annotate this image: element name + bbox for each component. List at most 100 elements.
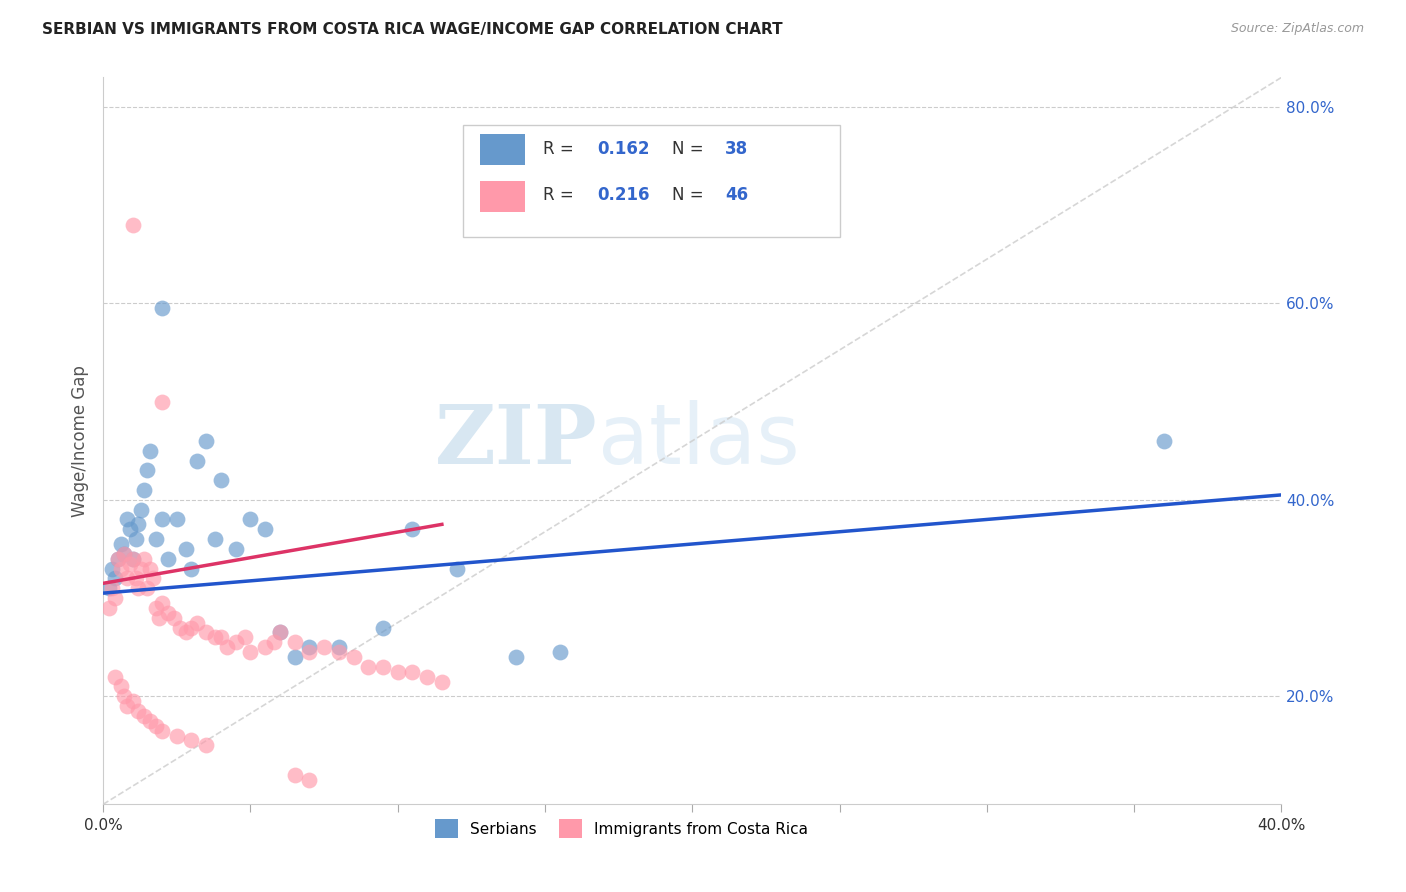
FancyBboxPatch shape [463,125,839,237]
Point [98,581,121,595]
Point [225,541,247,556]
Point [150,723,173,738]
Point [225,635,247,649]
Point [139,561,162,575]
Point [239,512,262,526]
Point [107,551,129,566]
Text: N =: N = [672,186,709,204]
Point [387,665,409,679]
Point [110,561,132,575]
Point [186,615,208,630]
Point [145,719,167,733]
Point [284,768,307,782]
Point [548,645,571,659]
Point [204,630,226,644]
Point [136,581,159,595]
Point [166,729,188,743]
Point [174,625,197,640]
Point [118,557,141,571]
Point [148,610,170,624]
Point [156,551,179,566]
Point [298,772,321,787]
Point [131,561,153,575]
Point [180,620,202,634]
Point [371,660,394,674]
Point [104,571,127,585]
Bar [481,134,524,165]
Point [298,640,321,655]
Point [150,596,173,610]
Point [124,571,146,585]
Text: R =: R = [543,140,579,158]
Point [169,620,191,634]
Point [131,502,153,516]
Point [269,625,291,640]
Text: R =: R = [543,186,579,204]
Point [233,630,256,644]
Point [145,532,167,546]
Point [239,645,262,659]
Point [186,453,208,467]
Point [107,551,129,566]
Point [110,680,132,694]
Point [401,522,423,536]
Point [121,551,143,566]
Point [166,512,188,526]
Point [269,625,291,640]
Point [121,694,143,708]
Point [101,561,124,575]
Point [98,600,121,615]
Point [136,463,159,477]
Point [298,645,321,659]
Point [139,443,162,458]
Point [1153,434,1175,448]
Text: 38: 38 [725,140,748,158]
Point [195,434,218,448]
Point [195,739,218,753]
Point [328,640,350,655]
Point [401,665,423,679]
Point [446,561,468,575]
Point [121,551,143,566]
Point [163,610,186,624]
Text: ZIP: ZIP [436,401,598,481]
Point [312,640,335,655]
Point [195,625,218,640]
Text: atlas: atlas [598,401,800,482]
Point [180,561,202,575]
Point [174,541,197,556]
Point [118,522,141,536]
Point [357,660,380,674]
Y-axis label: Wage/Income Gap: Wage/Income Gap [72,365,89,516]
Point [209,630,232,644]
Point [134,483,156,497]
Point [101,581,124,595]
Point [142,571,165,585]
Point [254,522,277,536]
Point [505,650,527,665]
Point [145,600,167,615]
Point [342,650,364,665]
Point [115,571,138,585]
Point [112,547,135,561]
Text: 0.162: 0.162 [596,140,650,158]
Point [215,640,238,655]
Point [104,670,127,684]
Text: Source: ZipAtlas.com: Source: ZipAtlas.com [1230,22,1364,36]
Point [416,670,439,684]
Point [139,714,162,728]
Bar [481,181,524,212]
Point [204,532,226,546]
Point [134,709,156,723]
Point [121,218,143,232]
Point [209,473,232,487]
Point [127,581,149,595]
Text: 0.216: 0.216 [596,186,650,204]
Point [127,517,149,532]
Text: 46: 46 [725,186,748,204]
Point [127,704,149,718]
Point [284,650,307,665]
Point [115,512,138,526]
Point [134,551,156,566]
Point [124,532,146,546]
